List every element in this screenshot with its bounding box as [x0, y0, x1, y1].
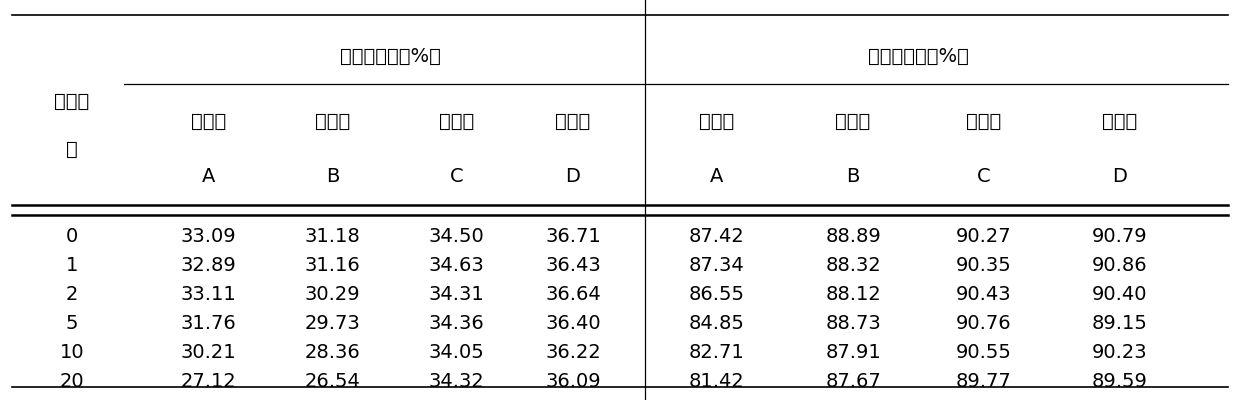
Text: 31.76: 31.76 — [181, 314, 236, 333]
Text: 90.43: 90.43 — [956, 285, 1011, 304]
Text: 84.85: 84.85 — [688, 314, 745, 333]
Text: 催化剂: 催化剂 — [699, 112, 734, 131]
Text: 催化剂: 催化剂 — [836, 112, 870, 131]
Text: 32.89: 32.89 — [181, 256, 236, 275]
Text: 88.89: 88.89 — [826, 227, 880, 246]
Text: 88.73: 88.73 — [826, 314, 880, 333]
Text: 30.21: 30.21 — [181, 343, 236, 362]
Text: 29.73: 29.73 — [305, 314, 360, 333]
Text: 5: 5 — [66, 314, 78, 333]
Text: 34.32: 34.32 — [429, 372, 484, 390]
Text: 87.34: 87.34 — [689, 256, 744, 275]
Text: 88.12: 88.12 — [826, 285, 880, 304]
Text: C: C — [977, 167, 990, 186]
Text: 34.50: 34.50 — [429, 227, 484, 246]
Text: 催化剂: 催化剂 — [1102, 112, 1137, 131]
Text: 催化剂: 催化剂 — [556, 112, 590, 131]
Text: 33.11: 33.11 — [181, 285, 236, 304]
Text: 89.15: 89.15 — [1091, 314, 1148, 333]
Text: 10: 10 — [60, 343, 84, 362]
Text: 36.71: 36.71 — [546, 227, 600, 246]
Text: 20: 20 — [60, 372, 84, 390]
Text: 86.55: 86.55 — [688, 285, 745, 304]
Text: 催化剂: 催化剂 — [439, 112, 474, 131]
Text: 0: 0 — [66, 227, 78, 246]
Text: 34.63: 34.63 — [429, 256, 484, 275]
Text: 88.32: 88.32 — [826, 256, 880, 275]
Text: 82.71: 82.71 — [689, 343, 744, 362]
Text: 催化剂: 催化剂 — [966, 112, 1001, 131]
Text: B: B — [847, 167, 859, 186]
Text: 90.76: 90.76 — [956, 314, 1011, 333]
Text: 90.35: 90.35 — [956, 256, 1011, 275]
Text: 丙烯选择性（%）: 丙烯选择性（%） — [868, 47, 968, 66]
Text: B: B — [326, 167, 339, 186]
Text: 89.77: 89.77 — [956, 372, 1011, 390]
Text: 36.09: 36.09 — [546, 372, 600, 390]
Text: 90.79: 90.79 — [1092, 227, 1147, 246]
Text: 87.67: 87.67 — [826, 372, 880, 390]
Text: 90.55: 90.55 — [955, 343, 1012, 362]
Text: 90.86: 90.86 — [1092, 256, 1147, 275]
Text: 90.27: 90.27 — [956, 227, 1011, 246]
Text: 34.36: 34.36 — [429, 314, 484, 333]
Text: 36.22: 36.22 — [546, 343, 600, 362]
Text: D: D — [1112, 167, 1127, 186]
Text: 34.31: 34.31 — [429, 285, 484, 304]
Text: 34.05: 34.05 — [429, 343, 484, 362]
Text: 36.40: 36.40 — [546, 314, 600, 333]
Text: 33.09: 33.09 — [181, 227, 236, 246]
Text: 36.43: 36.43 — [546, 256, 600, 275]
Text: A: A — [202, 167, 215, 186]
Text: 36.64: 36.64 — [546, 285, 600, 304]
Text: 再生次: 再生次 — [55, 92, 89, 111]
Text: 催化剂: 催化剂 — [315, 112, 350, 131]
Text: 数: 数 — [66, 140, 78, 158]
Text: C: C — [450, 167, 463, 186]
Text: 31.18: 31.18 — [305, 227, 360, 246]
Text: 89.59: 89.59 — [1091, 372, 1148, 390]
Text: 催化剂: 催化剂 — [191, 112, 226, 131]
Text: 87.91: 87.91 — [826, 343, 880, 362]
Text: D: D — [565, 167, 580, 186]
Text: 28.36: 28.36 — [305, 343, 360, 362]
Text: 26.54: 26.54 — [304, 372, 361, 390]
Text: 丙烷转化率（%）: 丙烷转化率（%） — [340, 47, 441, 66]
Text: 1: 1 — [66, 256, 78, 275]
Text: 2: 2 — [66, 285, 78, 304]
Text: 90.23: 90.23 — [1092, 343, 1147, 362]
Text: 31.16: 31.16 — [305, 256, 360, 275]
Text: A: A — [711, 167, 723, 186]
Text: 87.42: 87.42 — [689, 227, 744, 246]
Text: 81.42: 81.42 — [689, 372, 744, 390]
Text: 27.12: 27.12 — [181, 372, 236, 390]
Text: 90.40: 90.40 — [1092, 285, 1147, 304]
Text: 30.29: 30.29 — [305, 285, 360, 304]
